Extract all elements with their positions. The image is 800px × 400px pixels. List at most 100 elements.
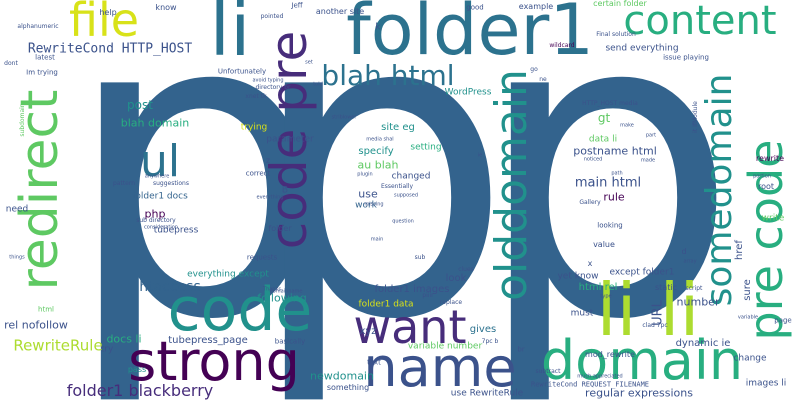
word-subtract: subtract xyxy=(535,368,561,375)
word-php: php xyxy=(144,207,166,221)
word-domainname: domainname xyxy=(269,288,303,295)
word-something: something xyxy=(326,383,370,392)
word-pattern: pattern xyxy=(112,180,136,187)
word-path: path xyxy=(611,170,623,177)
word-except-folder1: except folder1 xyxy=(609,267,675,278)
word-strong: strong xyxy=(128,330,300,393)
word-domain: domain xyxy=(540,329,744,392)
word-sub: sub xyxy=(414,254,426,261)
word-text: text xyxy=(367,358,381,367)
word-replace: replace xyxy=(439,299,463,306)
word-gives: gives xyxy=(469,324,497,335)
word-media-shal: media shal xyxy=(366,136,394,143)
word-rewriterule: RewriteRule xyxy=(13,336,103,355)
word-rewritecond-http-host: RewriteCond HTTP_HOST xyxy=(27,41,193,57)
word-issue-playing: issue playing xyxy=(663,53,709,62)
word-d: d xyxy=(681,247,687,256)
word-post: post xyxy=(127,98,153,112)
word-folder1-blackberry: folder1 blackberry xyxy=(66,381,214,400)
word-sub-directory: sub directory xyxy=(136,217,176,224)
word-root: root xyxy=(757,182,775,191)
word-good: good xyxy=(466,3,484,12)
word-xyz: xyz xyxy=(359,326,377,337)
word-gallery: Gallery xyxy=(579,199,601,206)
word-set: set xyxy=(305,59,313,66)
word-directory-br: directory br xyxy=(255,84,291,91)
word-write: write xyxy=(761,213,785,224)
word-alphanumeric: alphanumeric xyxy=(17,23,59,30)
word-unfortunately: Unfortunately xyxy=(217,67,267,76)
word-requests: requests xyxy=(246,253,278,262)
word-piiir: piiir xyxy=(422,292,434,299)
word-striblower: striblower xyxy=(331,114,357,121)
word-value: value xyxy=(593,240,615,249)
word-images-li: images li xyxy=(745,378,787,389)
word-looking: looking xyxy=(597,221,623,230)
word-rel-nofollow: rel nofollow xyxy=(4,318,68,332)
word-xnet-tk: xnet tk xyxy=(245,93,267,100)
word-content: content xyxy=(623,0,777,44)
word-olddomain: olddomain xyxy=(486,69,537,301)
word-ie: ie xyxy=(477,152,483,159)
word-rewrite: rewrite xyxy=(755,154,785,163)
word-it-ifmodule: it IfModule xyxy=(692,101,699,133)
word-file: file xyxy=(68,0,140,47)
word-work: work xyxy=(355,200,377,211)
word-specify: specify xyxy=(358,146,394,157)
word-href: href xyxy=(734,240,745,260)
word-missing: missing xyxy=(364,201,384,208)
word-need: need xyxy=(5,204,29,215)
word-go: go xyxy=(530,66,538,73)
word-folder1-images: folder1 images xyxy=(374,284,450,295)
word-data-li: data li xyxy=(588,134,618,145)
word-tubepress: tubepress xyxy=(153,225,199,236)
word-send-everything: send everything xyxy=(605,43,679,54)
word-dont: dont xyxy=(4,60,18,67)
word-made: made xyxy=(640,157,656,164)
word-know: know xyxy=(155,3,177,12)
word-sure: sure xyxy=(742,279,753,301)
word-tubepress-page: tubepress_page xyxy=(168,335,248,346)
word-li: li xyxy=(209,0,251,73)
word-newdomain: newdomain xyxy=(310,369,374,383)
word-make: make xyxy=(620,122,634,129)
word-change: change xyxy=(733,353,767,364)
word-blah-domain: blah domain xyxy=(120,116,190,130)
word-setting: setting xyxy=(410,142,442,153)
word-7pc-b: 7pc b xyxy=(481,338,499,345)
word-jeff: Jeff xyxy=(291,1,303,10)
word-z: z xyxy=(265,156,271,165)
word-variable-number: variable number xyxy=(407,341,483,352)
word-clad-7pc: clad 7pc xyxy=(642,322,668,329)
word-main: main xyxy=(370,236,384,243)
word-regular-expressions: regular expressions xyxy=(585,386,693,400)
word-blah-html: blah html xyxy=(321,59,455,92)
word-suggestions: suggestions xyxy=(153,180,189,187)
word-correct: correct xyxy=(245,169,271,178)
word-p-middle: p xyxy=(246,0,514,400)
word-p-right: p xyxy=(472,0,740,400)
word-html-rel: html rel xyxy=(578,282,618,293)
word-following: following xyxy=(257,291,307,305)
word-number: number xyxy=(676,295,720,309)
word-x: x xyxy=(587,259,593,268)
word-variable: variable xyxy=(737,314,759,321)
word-main-html: main html xyxy=(574,175,642,191)
word-things: things xyxy=(9,254,25,261)
word-much-appreciated: much appreciated xyxy=(577,373,623,380)
word-parameter: parameter xyxy=(266,134,314,145)
word-subdomain: subdomain xyxy=(19,103,26,137)
word-br: br xyxy=(517,345,525,354)
word-static: static xyxy=(655,283,677,292)
word-ul: ul xyxy=(139,136,181,187)
word-changed: changed xyxy=(391,171,431,182)
word-part: part xyxy=(645,132,657,139)
word-gt: gt xyxy=(597,111,611,125)
word-look: look xyxy=(445,273,467,284)
word-wordpress: WordPress xyxy=(444,87,492,98)
word-certain-folder: certain folder xyxy=(593,0,647,8)
word-trying: trying xyxy=(240,122,268,133)
word-avoid-typing: avoid typing xyxy=(252,77,284,84)
word-postname-html: postname html xyxy=(573,144,657,158)
word-li-li: li li xyxy=(596,268,700,352)
